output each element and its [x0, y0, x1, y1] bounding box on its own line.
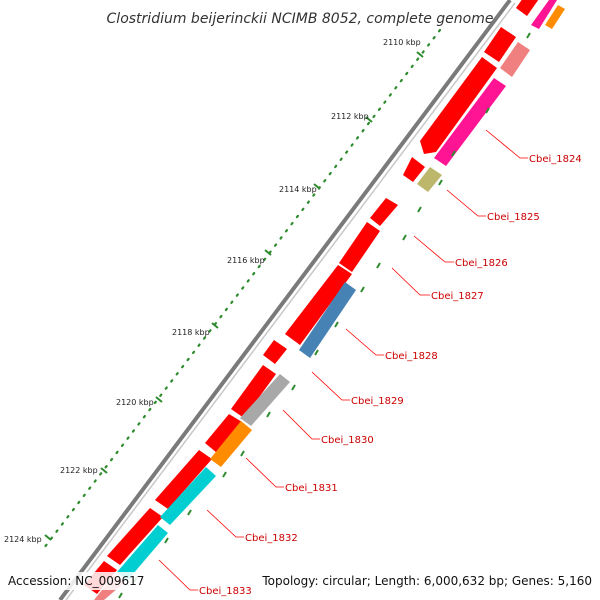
gene-label[interactable]: Cbei_1828	[385, 351, 438, 362]
scale-label: 2122 kbp	[60, 466, 98, 475]
scale-label: 2112 kbp	[331, 112, 369, 121]
gene-label[interactable]: Cbei_1830	[321, 435, 374, 446]
gene-block[interactable]	[500, 42, 530, 77]
gene-label[interactable]: Cbei_1833	[199, 586, 252, 597]
gene-arrow[interactable]	[155, 450, 212, 509]
gene-labels: Cbei_1824 Cbei_1825 Cbei_1826 Cbei_1827 …	[199, 154, 582, 597]
gene-arrow[interactable]	[231, 365, 276, 418]
gene-block[interactable]	[434, 78, 506, 166]
gene-block[interactable]	[417, 167, 442, 192]
accession-text: Accession: NC_009617	[8, 574, 144, 588]
scale-label: 2124 kbp	[4, 535, 42, 544]
gene-block[interactable]	[160, 467, 216, 525]
gene-arrow[interactable]	[339, 222, 380, 272]
gene-arrow[interactable]	[403, 157, 425, 182]
scale-dots	[42, 28, 442, 550]
gene-block[interactable]	[240, 374, 290, 426]
gene-label[interactable]: Cbei_1824	[529, 154, 582, 165]
gene-arrow[interactable]	[285, 265, 352, 345]
gene-label[interactable]: Cbei_1826	[455, 258, 508, 269]
gene-arrow[interactable]	[263, 340, 287, 364]
gene-label[interactable]: Cbei_1827	[431, 291, 484, 302]
gene-block[interactable]	[210, 421, 252, 467]
gene-arrow[interactable]	[107, 508, 163, 565]
genome-summary-text: Topology: circular; Length: 6,000,632 bp…	[261, 574, 592, 588]
gene-block[interactable]	[299, 282, 356, 358]
gene-arrow[interactable]	[420, 57, 497, 154]
genome-backbone	[58, 0, 516, 600]
scale-label: 2110 kbp	[383, 38, 421, 47]
map-title: Clostridium beijerinckii NCIMB 8052, com…	[107, 11, 494, 27]
gene-label[interactable]: Cbei_1832	[245, 533, 298, 544]
gene-label[interactable]: Cbei_1825	[487, 212, 540, 223]
label-connectors	[158, 129, 528, 591]
gene-arrow[interactable]	[205, 414, 242, 453]
gene-arrow[interactable]	[370, 198, 398, 226]
scale-label: 2116 kbp	[227, 256, 265, 265]
forward-strand-cds	[84, 0, 539, 594]
scale-labels: 2110 kbp 2112 kbp 2114 kbp 2116 kbp 2118…	[4, 38, 421, 544]
inner-ticks	[118, 32, 531, 599]
scale-ticks	[44, 51, 424, 541]
gene-label[interactable]: Cbei_1831	[285, 483, 338, 494]
gene-label[interactable]: Cbei_1829	[351, 396, 404, 407]
scale-label: 2118 kbp	[172, 328, 210, 337]
feature-blocks	[94, 0, 565, 600]
gene-arrow[interactable]	[484, 27, 516, 62]
scale-label: 2114 kbp	[279, 185, 317, 194]
scale-label: 2120 kbp	[116, 398, 154, 407]
gene-block[interactable]	[117, 525, 168, 581]
